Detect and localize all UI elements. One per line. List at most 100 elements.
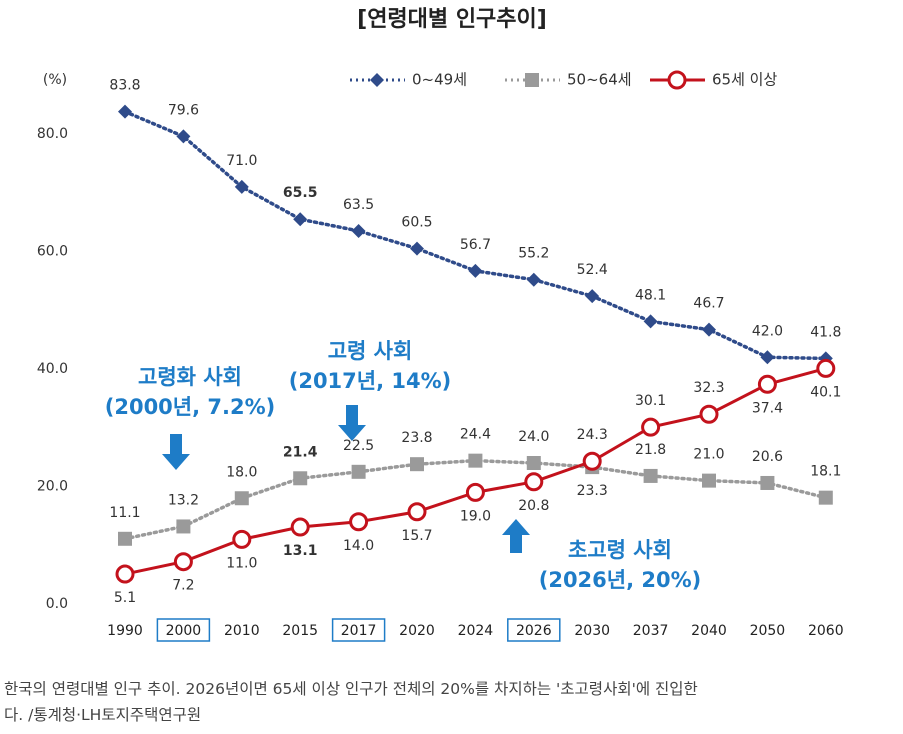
point [234, 179, 249, 194]
point [407, 502, 427, 522]
value-label: 79.6 [168, 102, 199, 118]
chart-title: [연령대별 인구추이] [357, 7, 547, 32]
point [643, 314, 658, 329]
point [410, 457, 424, 472]
x-tick-label: 2015 [282, 623, 318, 639]
value-label: 15.7 [401, 528, 432, 544]
point [232, 529, 252, 549]
x-tick-label: 2037 [633, 623, 669, 639]
value-label: 20.6 [752, 449, 783, 465]
y-tick-label: 20.0 [37, 479, 68, 495]
x-tick-label: 2020 [399, 623, 435, 639]
annotation: 고령 사회 [328, 339, 413, 363]
annotation: (2000년, 7.2%) [105, 395, 276, 419]
value-label: 22.5 [343, 438, 374, 454]
y-tick-label: 40.0 [37, 361, 68, 377]
point [173, 552, 193, 572]
caption-line: 한국의 연령대별 인구 추이. 2026년이면 65세 이상 인구가 전체의 2… [4, 680, 698, 698]
x-tick-label: 2026 [516, 623, 552, 639]
point [410, 241, 424, 256]
legend-marker [667, 70, 687, 90]
value-label: 24.4 [460, 427, 491, 443]
point [290, 517, 310, 537]
value-label: 7.2 [172, 578, 194, 594]
value-label: 83.8 [109, 78, 140, 94]
y-tick-label: 80.0 [37, 126, 68, 142]
point [585, 289, 600, 304]
category-box [331, 618, 386, 642]
value-label: 21.8 [635, 442, 666, 458]
arrow [502, 519, 530, 553]
point [526, 272, 541, 287]
annotation: (2017년, 14%) [289, 369, 452, 393]
x-tick-label: 2050 [750, 623, 786, 639]
point [468, 453, 483, 468]
value-label: 18.1 [810, 464, 841, 480]
value-label: 41.8 [810, 324, 841, 340]
legend-label: 50~64세 [567, 71, 632, 89]
chart: [연령대별 인구추이] (%) 0.0 20.0 40.0 60.0 80.0 1990 2… [37, 7, 844, 642]
value-label: 30.1 [635, 393, 666, 409]
point [176, 519, 191, 534]
value-label: 48.1 [635, 287, 666, 303]
point [699, 404, 719, 424]
point [293, 471, 308, 486]
value-label: 37.4 [752, 400, 783, 416]
value-label: 13.2 [168, 492, 199, 508]
arrow [162, 434, 190, 470]
point [293, 212, 308, 227]
value-label: 23.3 [577, 483, 608, 499]
point [468, 263, 483, 278]
value-label: 46.7 [693, 296, 724, 312]
x-tick-label: 2040 [691, 623, 727, 639]
point [118, 531, 132, 546]
value-label: 5.1 [114, 590, 136, 606]
point [118, 104, 132, 119]
point [641, 417, 661, 437]
point [234, 491, 249, 506]
x-tick-label: 2017 [341, 623, 377, 639]
point [524, 472, 544, 492]
value-label: 14.0 [343, 538, 374, 554]
value-label: 20.8 [518, 498, 549, 514]
arrow [338, 405, 366, 441]
legend-label: 0~49세 [412, 71, 467, 89]
series-line [123, 109, 828, 361]
value-label: 21.0 [693, 447, 724, 463]
legend-marker [370, 73, 384, 87]
point [351, 464, 366, 479]
value-label: 19.0 [460, 508, 491, 524]
value-label: 13.1 [283, 543, 318, 559]
y-unit: (%) [43, 72, 67, 88]
value-label: 24.0 [518, 429, 549, 445]
x-tick-label: 1990 [107, 623, 143, 639]
x-tick-label: 2060 [808, 623, 844, 639]
value-label: 40.1 [810, 384, 841, 400]
point [351, 223, 366, 238]
point [702, 473, 716, 488]
y-tick-label: 60.0 [37, 244, 68, 260]
value-label: 23.8 [401, 430, 432, 446]
point [760, 475, 775, 490]
value-label: 11.0 [226, 555, 257, 571]
x-tick-label: 2024 [458, 623, 494, 639]
value-label: 63.5 [343, 197, 374, 213]
value-label: 71.0 [226, 153, 257, 169]
legend-label: 65세 이상 [712, 71, 777, 89]
x-tick-label: 2000 [166, 623, 202, 639]
category-box [156, 618, 211, 642]
value-label: 21.4 [283, 444, 318, 460]
value-label: 24.3 [577, 427, 608, 443]
x-tick-label: 2010 [224, 623, 260, 639]
point [582, 451, 602, 471]
caption-line: 다. /통계청·LH토지주택연구원 [4, 706, 202, 724]
value-label: 52.4 [577, 262, 608, 278]
annotation: 고령화 사회 [138, 365, 242, 389]
point [526, 456, 541, 470]
value-label: 65.5 [283, 185, 318, 201]
value-label: 32.3 [693, 380, 724, 396]
point [757, 374, 777, 394]
annotation: 초고령 사회 [568, 538, 672, 562]
value-label: 60.5 [401, 215, 432, 231]
